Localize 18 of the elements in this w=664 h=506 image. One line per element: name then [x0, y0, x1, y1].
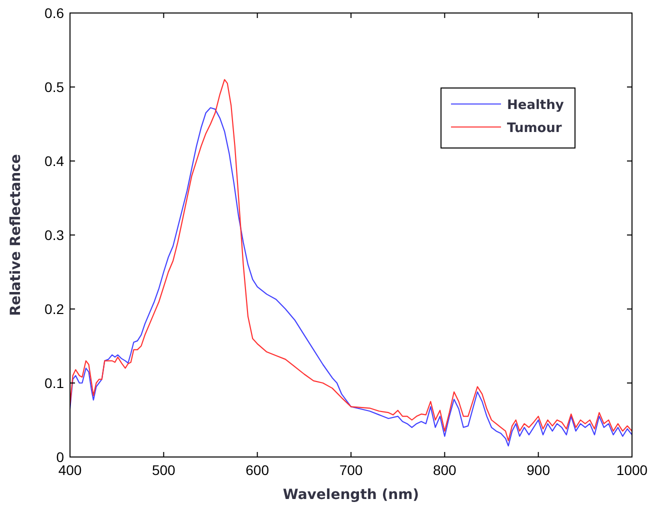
y-tick-label: 0.5	[44, 79, 64, 95]
y-tick-label: 0.6	[44, 5, 64, 21]
y-tick-label: 0	[56, 449, 64, 465]
y-tick-label: 0.4	[44, 153, 64, 169]
x-tick-label: 400	[58, 462, 82, 478]
y-axis-title: Relative Reflectance	[8, 154, 24, 316]
x-tick-label: 900	[526, 462, 550, 478]
legend-label: Tumour	[507, 121, 562, 136]
x-tick-label: 1000	[616, 462, 648, 478]
x-tick-label: 500	[152, 462, 176, 478]
x-axis-title: Wavelength (nm)	[282, 487, 420, 503]
y-tick-label: 0.3	[44, 227, 64, 243]
y-tick-label: 0.1	[44, 375, 64, 391]
x-tick-label: 700	[339, 462, 363, 478]
x-tick-label: 600	[246, 462, 270, 478]
x-tick-label: 800	[432, 462, 457, 478]
y-tick-label: 0.2	[44, 301, 64, 317]
legend-label: Healthy	[507, 98, 564, 113]
